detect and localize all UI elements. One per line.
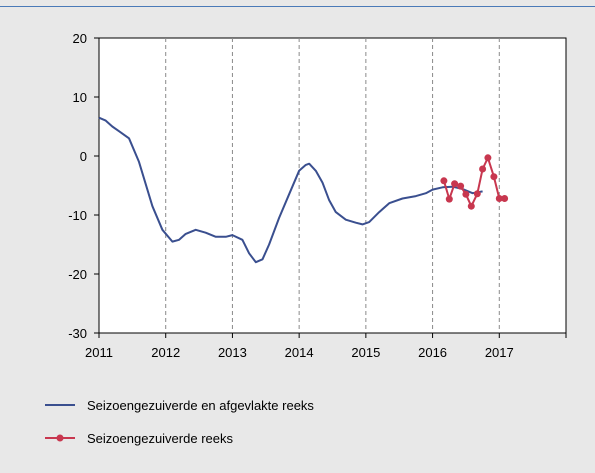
data-point bbox=[440, 177, 448, 185]
data-point bbox=[479, 165, 487, 173]
data-point bbox=[490, 173, 498, 181]
gridlines bbox=[165, 38, 500, 333]
plot-area bbox=[98, 37, 567, 334]
x-tick-label: 2013 bbox=[218, 345, 247, 360]
series-points bbox=[440, 154, 509, 210]
x-tick-label: 2012 bbox=[151, 345, 180, 360]
data-point bbox=[457, 182, 465, 190]
data-point bbox=[462, 190, 470, 198]
legend-marker-raw bbox=[56, 434, 64, 442]
x-tick-label: 2017 bbox=[485, 345, 514, 360]
x-tick-label: 2014 bbox=[285, 345, 314, 360]
y-tick-label: -30 bbox=[68, 326, 87, 341]
legend-label-raw: Seizoengezuiverde reeks bbox=[87, 431, 233, 446]
top-rule bbox=[0, 6, 595, 7]
y-tick-label: 20 bbox=[73, 31, 87, 46]
data-point bbox=[467, 202, 475, 210]
data-point bbox=[451, 180, 459, 188]
y-tick-label: 10 bbox=[73, 90, 87, 105]
legend-label-smoothed: Seizoengezuiverde en afgevlakte reeks bbox=[87, 398, 314, 413]
data-point bbox=[501, 195, 509, 202]
data-point bbox=[445, 195, 453, 203]
data-point bbox=[473, 190, 481, 198]
x-tick-label: 2011 bbox=[85, 345, 113, 360]
y-tick-label: -20 bbox=[68, 267, 87, 282]
data-point bbox=[495, 195, 503, 202]
x-tick-label: 2015 bbox=[351, 345, 380, 360]
series-line-0 bbox=[98, 116, 483, 264]
x-axis: 2011 2012 2013 2014 2015 2016 2017 bbox=[85, 333, 567, 360]
y-tick-label: -10 bbox=[68, 208, 87, 223]
y-axis: 20 10 0 -10 -20 -30 bbox=[68, 31, 99, 341]
legend: Seizoengezuiverde en afgevlakte reeks Se… bbox=[45, 398, 314, 446]
y-tick-label: 0 bbox=[80, 149, 87, 164]
data-point bbox=[484, 154, 492, 162]
x-tick-label: 2016 bbox=[418, 345, 447, 360]
